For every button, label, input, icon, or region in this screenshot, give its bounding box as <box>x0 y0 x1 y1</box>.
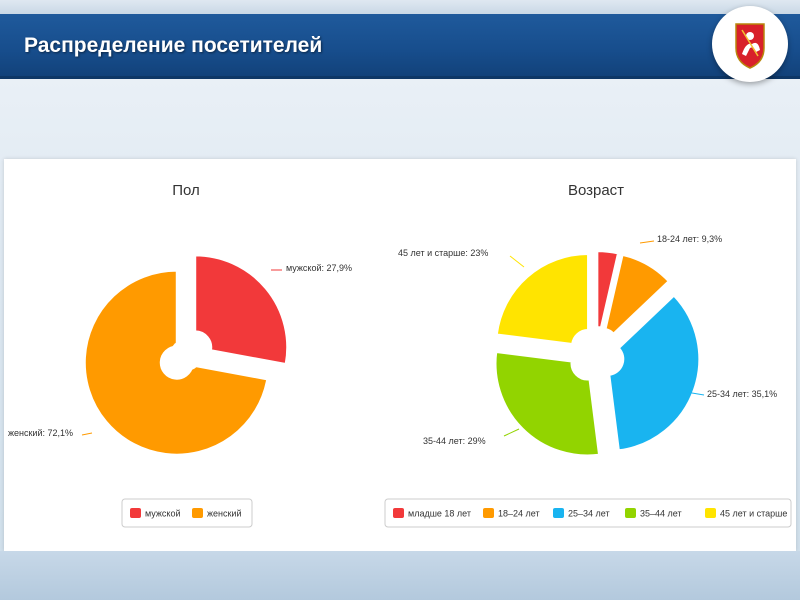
legend-swatch-1-4[interactable] <box>705 508 716 518</box>
charts-svg: Пол мужской: 27,9% женский: 72,1% мужской же… <box>8 182 792 528</box>
legend-label-1-2[interactable]: 25–34 лет <box>568 509 610 519</box>
legend-swatch-1-1[interactable] <box>483 508 494 518</box>
pie-slice-1-1[interactable] <box>604 253 671 335</box>
title-banner: Распределение посетителей <box>0 14 800 79</box>
legend-swatch-0-1[interactable] <box>192 508 203 518</box>
pie-slice-1-3[interactable] <box>494 350 601 457</box>
data-label-1-3: 35-44 лет: 29% <box>423 436 486 446</box>
pie-slice-1-2[interactable] <box>608 294 701 452</box>
data-label-connector-1-2 <box>685 391 705 396</box>
data-label-connector-1-1 <box>639 240 655 244</box>
data-label-1-2: 25-34 лет: 35,1% <box>707 389 777 399</box>
data-label-connector-1-4 <box>509 255 525 268</box>
legend-label-0-0[interactable]: мужской <box>145 509 180 519</box>
legend-swatch-1-0[interactable] <box>393 508 404 518</box>
data-label-connector-0-1 <box>81 432 93 436</box>
data-label-1-4: 45 лет и старше: 23% <box>398 248 488 258</box>
chart-title-1: Возраст <box>568 182 624 199</box>
legend-swatch-0-0[interactable] <box>130 508 141 518</box>
data-label-0-1: женский: 72,1% <box>8 428 73 438</box>
pie-slice-0-1[interactable] <box>83 269 269 456</box>
chart-title-0: Пол <box>172 182 200 199</box>
legend-box-1 <box>384 498 792 528</box>
pie-center-0 <box>170 339 202 371</box>
legend-swatch-1-2[interactable] <box>553 508 564 518</box>
slide-title: Распределение посетителей <box>24 34 323 57</box>
data-label-connector-1-3 <box>503 428 520 437</box>
moscow-coat-of-arms-icon <box>712 6 788 82</box>
data-label-1-1: 18-24 лет: 9,3% <box>657 234 722 244</box>
legend-label-0-1[interactable]: женский <box>207 509 242 519</box>
data-label-0-0: мужской: 27,9% <box>286 263 352 273</box>
legend-label-1-1[interactable]: 18–24 лет <box>498 509 540 519</box>
top-strip <box>0 0 800 14</box>
legend-label-1-0[interactable]: младше 18 лет <box>408 509 471 519</box>
city-skyline-background <box>0 551 800 600</box>
pie-slice-0-0[interactable] <box>194 254 289 366</box>
pie-center-1 <box>580 339 612 371</box>
charts-panel: Пол мужской: 27,9% женский: 72,1% мужской же… <box>4 159 796 551</box>
pie-slice-1-4[interactable] <box>495 252 590 346</box>
legend-box-0 <box>121 498 253 528</box>
pie-slice-1-0[interactable] <box>596 250 620 329</box>
legend-label-1-4[interactable]: 45 лет и старше <box>720 509 787 519</box>
legend-swatch-1-3[interactable] <box>625 508 636 518</box>
legend-label-1-3[interactable]: 35–44 лет <box>640 509 682 519</box>
